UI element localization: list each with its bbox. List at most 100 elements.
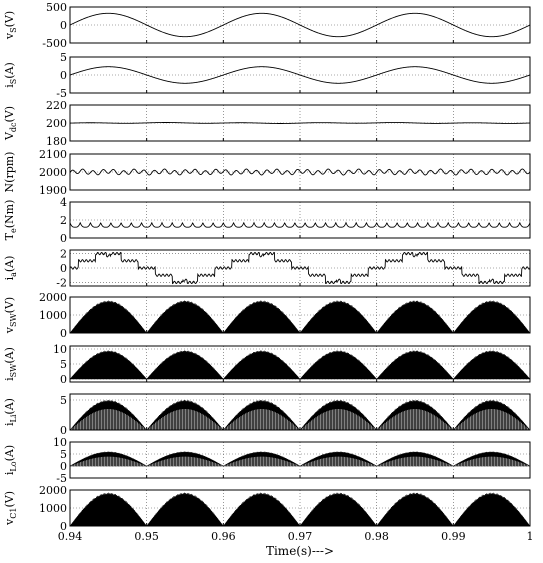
y-axis-label-sub: SW [9, 313, 18, 327]
y-tick-label: 2100 [39, 148, 67, 161]
y-tick-label: 220 [46, 99, 67, 112]
y-axis-label-main: i [3, 276, 16, 280]
y-axis-label-unit: (A) [3, 445, 16, 462]
y-axis-label-main: v [3, 518, 16, 526]
y-axis-label-sub: C1 [9, 508, 18, 519]
axes-border [69, 345, 531, 383]
y-axis-label-unit: (V) [3, 297, 16, 314]
axes-border [69, 249, 531, 287]
y-axis-label-unit: (V) [3, 11, 16, 28]
y-axis-label-main: i [3, 377, 16, 381]
subplot-7: 0 5 10 iSW(A) [3, 343, 531, 386]
y-axis-label: iSW(A) [3, 347, 18, 381]
y-tick-label: 0 [60, 373, 67, 386]
series-line [70, 122, 530, 124]
y-tick-label: 10 [53, 436, 67, 449]
y-axis-label-unit: (A) [3, 256, 16, 273]
series-line [70, 251, 530, 285]
y-axis-label-unit: (V) [3, 491, 16, 508]
y-tick-label: 0 [60, 520, 67, 533]
y-tick-label: 180 [46, 135, 67, 148]
axes-border [69, 104, 531, 142]
y-axis-label-sub: Lo [9, 461, 18, 471]
y-axis-label-sub: S [9, 79, 18, 84]
y-axis-label-main: i [3, 422, 16, 426]
subplot-1: -5 0 5 iS(A) [3, 51, 531, 100]
series-line [70, 221, 530, 228]
axes-border [69, 201, 531, 239]
y-tick-label: -5 [56, 472, 67, 485]
y-axis-label-main: N [3, 182, 16, 192]
y-tick-label: 4 [60, 196, 67, 209]
y-axis-label-main: v [3, 32, 16, 40]
y-tick-label: 2000 [39, 484, 67, 497]
y-axis-label-sub: S [9, 27, 18, 32]
subplot-2: 180 200 220 Vdc(V) [3, 99, 531, 148]
y-axis-label: iLo(A) [3, 445, 18, 475]
y-tick-label: 0 [60, 327, 67, 340]
y-tick-label: 5 [60, 394, 67, 407]
x-tick-label: 0.97 [288, 530, 313, 543]
axes-border [69, 489, 531, 527]
y-axis-label-unit: (rpm) [3, 152, 16, 183]
y-axis-label-unit: (Nm) [3, 200, 16, 229]
y-tick-label: 200 [46, 117, 67, 130]
axes-border [69, 6, 531, 44]
y-axis-label-unit: (A) [3, 62, 16, 79]
x-axis-label: Time(s)---> [266, 544, 334, 558]
subplot-3: 1900 2000 2100 N(rpm) [3, 148, 531, 197]
x-tick-label: 0.95 [134, 530, 159, 543]
series-line [70, 66, 530, 84]
axes-border [69, 441, 531, 479]
subplot-10: 0 1000 2000 vC1(V) [3, 484, 531, 533]
axes-border [69, 56, 531, 94]
y-axis-label: vS(V) [3, 11, 18, 40]
y-tick-label: 0 [60, 69, 67, 82]
y-tick-label: 5 [60, 448, 67, 461]
y-tick-label: 2000 [39, 166, 67, 179]
y-tick-label: 2 [60, 214, 67, 227]
y-tick-label: 10 [53, 343, 67, 356]
y-axis-label: ia(A) [3, 256, 18, 281]
x-tick-label: 0.98 [364, 530, 389, 543]
y-tick-label: 0 [60, 19, 67, 32]
y-tick-label: 0 [60, 262, 67, 275]
y-axis-label-main: i [3, 471, 16, 475]
y-axis-label-sub: dc [9, 122, 18, 132]
y-tick-label: -2 [56, 276, 67, 289]
y-axis-label-sub: e [9, 228, 18, 233]
series-envelope [70, 349, 530, 380]
y-axis-label-main: i [3, 84, 16, 88]
y-tick-label: 5 [60, 358, 67, 371]
y-tick-label: 1000 [39, 309, 67, 322]
y-axis-label: Te(Nm) [3, 200, 18, 241]
y-axis-label-main: T [3, 232, 16, 240]
y-axis-label: Vdc(V) [3, 106, 18, 141]
x-tick-label: 0.94 [58, 530, 83, 543]
x-tick-label: 1 [527, 530, 534, 543]
x-axis: 0.94 0.95 0.96 0.97 0.98 0.99 1 Time(s)---> [58, 530, 534, 558]
subplot-5: -202 ia(A) [3, 248, 531, 289]
subplot-6: 0 1000 2000 vSW(V) [3, 291, 531, 340]
y-axis-label-unit: (A) [3, 347, 16, 364]
y-axis-label: vSW(V) [3, 297, 18, 334]
axes-border [69, 393, 531, 431]
y-tick-label: 0 [60, 424, 67, 437]
y-axis-label: vC1(V) [3, 491, 18, 526]
y-axis-label-main: v [3, 326, 16, 334]
x-tick-label: 0.99 [441, 530, 466, 543]
y-tick-label: 1000 [39, 502, 67, 515]
series-line [70, 12, 530, 38]
subplot-4: 0 2 4 Te(Nm) [3, 196, 531, 245]
y-axis-label-sub: SW [9, 363, 18, 377]
series-ripple-band [71, 456, 530, 466]
y-tick-label: 500 [46, 1, 67, 14]
y-tick-label: 2 [60, 248, 67, 261]
y-axis-label: iS(A) [3, 62, 18, 88]
axes-border [69, 153, 531, 191]
series-line [70, 168, 530, 176]
y-axis-label-unit: (V) [3, 106, 16, 123]
y-tick-label: 2000 [39, 291, 67, 304]
y-axis-label: N(rpm) [3, 152, 16, 193]
